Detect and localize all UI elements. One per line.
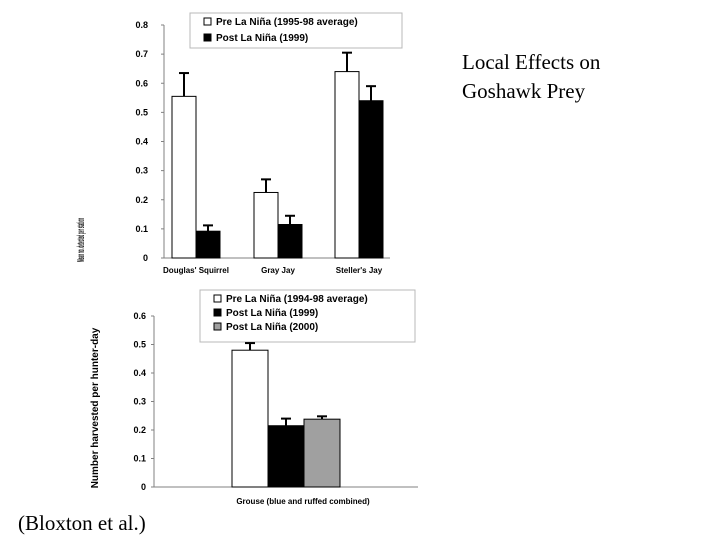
- legend-swatch: [203, 17, 212, 26]
- bar: [358, 100, 384, 259]
- bar: [231, 349, 269, 488]
- y-tick-label: 0.2: [135, 195, 148, 205]
- legend-box: [199, 289, 416, 343]
- bar: [277, 224, 303, 259]
- category-label: Grouse (blue and ruffed combined): [236, 497, 370, 506]
- chart1-legend: Pre La Niña (1995-98 average) Post La Niñ…: [189, 12, 403, 49]
- legend-swatch: [213, 308, 222, 317]
- y-tick-label: 0.7: [135, 49, 148, 59]
- legend-label: Pre La Niña (1994-98 average): [226, 294, 368, 305]
- legend-label: Post La Niña (2000): [226, 322, 318, 333]
- slide-title-line-2: Goshawk Prey: [462, 79, 586, 103]
- category-label: Douglas' Squirrel: [163, 266, 229, 275]
- chart1-axes: 0 0.1 0.2 0.3 0.4 0.5 0.6 0.7 0.8 Douglas' Squirr…: [135, 20, 390, 275]
- chart2-axes: 0 0.1 0.2 0.3 0.4 0.5 0.6 Grouse (blue and ruff…: [133, 311, 418, 506]
- chart2-y-axis-label: Number harvested per hunter-day: [90, 327, 101, 488]
- bar: [303, 418, 341, 488]
- chart1-y-axis-label: Mean no. detected per station: [76, 218, 87, 262]
- y-tick-label: 0.1: [135, 224, 148, 234]
- y-tick-label: 0.4: [133, 368, 146, 378]
- legend-label: Pre La Niña (1995-98 average): [216, 17, 358, 28]
- bar: [171, 95, 197, 259]
- legend-label: Post La Niña (1999): [226, 308, 318, 319]
- category-label: Gray Jay: [261, 266, 295, 275]
- legend-box: [189, 12, 403, 49]
- legend-swatch: [213, 322, 222, 331]
- chart2-bars: [231, 342, 341, 488]
- legend-swatch: [213, 294, 222, 303]
- y-tick-label: 0.6: [135, 78, 148, 88]
- y-tick-label: 0: [143, 253, 148, 263]
- y-tick-label: 0.5: [133, 340, 146, 350]
- y-tick-label: 0: [141, 482, 146, 492]
- category-label: Steller's Jay: [336, 266, 383, 275]
- legend-label: Post La Niña (1999): [216, 33, 308, 44]
- chart2-legend: Pre La Niña (1994-98 average) Post La Niñ…: [199, 289, 416, 343]
- slide-title: Local Effects on Goshawk Prey: [462, 48, 600, 106]
- y-tick-label: 0.5: [135, 107, 148, 117]
- y-tick-label: 0.3: [135, 166, 148, 176]
- bar: [334, 71, 360, 259]
- bar: [253, 191, 279, 259]
- y-tick-label: 0.4: [135, 137, 148, 147]
- chart1-bars: [171, 51, 384, 259]
- slide-title-line-1: Local Effects on: [462, 50, 601, 74]
- y-tick-label: 0.1: [133, 454, 146, 464]
- bar: [195, 230, 221, 259]
- legend-swatch: [203, 33, 212, 42]
- y-tick-label: 0.6: [133, 311, 146, 321]
- citation: (Bloxton et al.): [18, 511, 146, 535]
- y-tick-label: 0.8: [135, 20, 148, 30]
- y-tick-label: 0.2: [133, 425, 146, 435]
- bar: [267, 425, 305, 488]
- y-tick-label: 0.3: [133, 397, 146, 407]
